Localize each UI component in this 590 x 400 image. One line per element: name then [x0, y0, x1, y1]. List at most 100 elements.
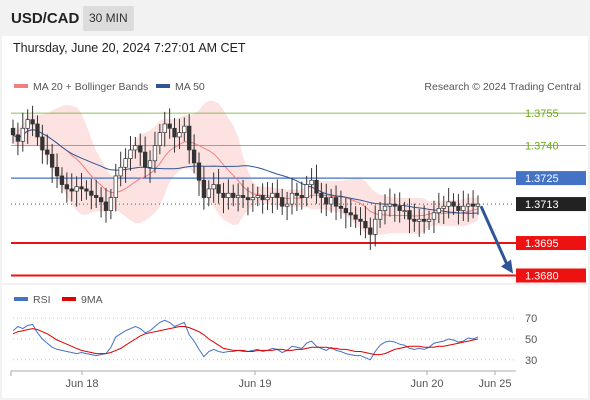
candle — [240, 179, 246, 208]
candle-body — [79, 186, 84, 190]
main-legend: MA 20 + Bollinger Bands MA 50 Research ©… — [14, 81, 581, 93]
candle-body — [84, 188, 89, 192]
candle-body — [402, 210, 407, 212]
timeframe-badge[interactable]: 30 MIN — [83, 6, 134, 31]
candle-body — [475, 203, 481, 207]
candle-body — [113, 175, 118, 198]
candle-body — [333, 197, 339, 207]
candle — [177, 118, 182, 150]
level-badge-5 — [516, 268, 586, 283]
candle — [123, 148, 128, 183]
candle-body — [275, 192, 280, 198]
candle-body — [343, 208, 348, 214]
candle — [294, 182, 300, 211]
candle-body — [128, 149, 133, 159]
rsi-panel: 70 50 30 — [12, 313, 537, 367]
moving-averages — [12, 129, 479, 217]
forecast-arrow-shaft — [479, 205, 509, 266]
candle-body — [412, 218, 417, 222]
candle — [221, 182, 226, 214]
candle-body — [417, 218, 422, 222]
candle-body — [324, 197, 329, 205]
candle — [358, 207, 363, 236]
candle-body — [284, 203, 290, 207]
candle-body — [407, 210, 412, 220]
candle-body — [133, 145, 138, 151]
rsi-tick-label: 70 — [525, 313, 537, 325]
candle — [446, 188, 451, 219]
level-label-1: 1.3740 — [525, 141, 559, 153]
candle — [343, 198, 348, 229]
candle — [314, 164, 319, 204]
candle-body — [392, 203, 397, 207]
candle-body — [50, 153, 55, 168]
legend-swatch-rsi — [14, 297, 28, 301]
candle — [50, 143, 55, 183]
candle — [64, 172, 69, 203]
ma50-line — [12, 129, 479, 214]
candle — [324, 183, 329, 217]
level-label-5: 1.3680 — [525, 271, 559, 283]
candle-body — [30, 119, 35, 125]
x-tick-label: Jun 19 — [238, 378, 271, 390]
candle — [236, 183, 241, 212]
candle-body — [289, 192, 295, 205]
candle-body — [231, 192, 236, 198]
level-label-3: 1.3713 — [525, 199, 559, 211]
candle — [441, 195, 446, 224]
candle-body — [461, 205, 466, 211]
candle — [79, 172, 84, 202]
level-label-0: 1.3755 — [525, 108, 559, 120]
candle-body — [206, 188, 211, 198]
candle — [397, 192, 402, 223]
candle — [162, 111, 167, 147]
candle-body — [162, 123, 167, 133]
candle-body — [103, 201, 109, 211]
candle-body — [187, 125, 192, 151]
candle — [461, 190, 466, 221]
candle-body — [299, 195, 304, 198]
candle-body — [69, 188, 74, 192]
level-badge-2 — [516, 171, 586, 186]
candle — [211, 172, 216, 203]
candle-body — [201, 179, 207, 198]
forecast-arrow — [479, 205, 513, 274]
candle-body — [353, 214, 358, 220]
forecast-arrow-head — [501, 259, 513, 274]
candle-body — [143, 151, 148, 168]
candle-body — [348, 212, 353, 216]
candle — [40, 124, 45, 164]
candle-body — [98, 197, 104, 203]
candle — [466, 193, 471, 222]
candle — [255, 186, 260, 207]
candle — [152, 131, 158, 173]
candle — [103, 188, 109, 223]
candle — [147, 150, 153, 183]
candle-body — [314, 179, 319, 194]
candle-body — [260, 195, 265, 201]
candle — [412, 203, 417, 232]
candle — [10, 119, 16, 144]
candle — [422, 205, 427, 234]
legend-label-rsi: RSI — [33, 294, 51, 306]
candle — [260, 183, 265, 214]
candle-body — [196, 162, 202, 181]
candlesticks — [10, 105, 481, 250]
candle — [392, 193, 397, 222]
candle-body — [319, 192, 324, 198]
candle — [289, 177, 295, 215]
candle — [329, 188, 334, 213]
candle — [35, 115, 40, 146]
candle — [54, 153, 60, 189]
candle-body — [470, 203, 476, 207]
candle — [348, 198, 353, 228]
candle — [373, 205, 378, 247]
candle — [338, 190, 344, 219]
candle-body — [20, 127, 25, 142]
candle — [15, 122, 21, 156]
candle — [333, 185, 339, 221]
candle-body — [280, 197, 285, 207]
candle-body — [89, 190, 94, 196]
x-tick-label: Jun 25 — [478, 378, 511, 390]
candle — [98, 187, 104, 218]
